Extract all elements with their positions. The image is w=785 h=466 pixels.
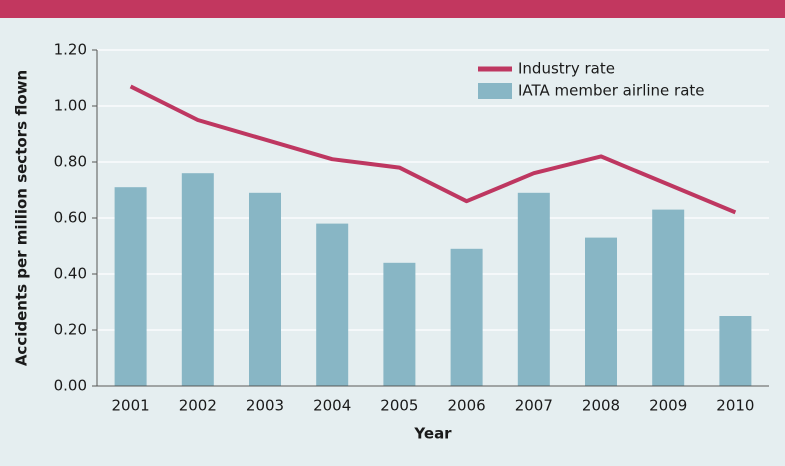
bar xyxy=(719,316,752,386)
line xyxy=(129,84,737,215)
bar xyxy=(652,209,685,386)
y-axis-label: Accidents per million sectors flown xyxy=(13,70,31,366)
y-tick-label: 1.00 xyxy=(54,97,87,115)
y-tick-label: 0.20 xyxy=(54,321,87,339)
x-tick-label: 2001 xyxy=(112,397,150,415)
legend-swatch xyxy=(478,83,512,99)
x-tick-label: 2002 xyxy=(179,397,217,415)
y-tick-label: 0.80 xyxy=(54,153,87,171)
bar xyxy=(383,262,416,386)
legend-label: Industry rate xyxy=(518,60,615,78)
y-tick-label: 0.00 xyxy=(54,377,87,395)
bar xyxy=(181,173,214,386)
plot-area: 0.00 0.20 0.40 0.60 0.80 1.00 1.20 2001 2002 2003… xyxy=(54,41,769,415)
bar xyxy=(517,192,550,386)
x-tick-label: 2010 xyxy=(716,397,754,415)
x-tick-label: 2004 xyxy=(313,397,351,415)
x-tick-label: 2005 xyxy=(380,397,418,415)
y-tick-label: 0.60 xyxy=(54,209,87,227)
bar xyxy=(249,192,281,386)
x-tick-label: 2009 xyxy=(649,397,687,415)
bar xyxy=(316,223,349,386)
bar xyxy=(585,237,617,386)
x-tick-label: 2003 xyxy=(246,397,284,415)
x-tick-label: 2006 xyxy=(448,397,486,415)
y-tick-label: 0.40 xyxy=(54,265,87,283)
bar xyxy=(450,248,483,386)
x-axis-label: Year xyxy=(413,425,452,443)
header-band xyxy=(0,0,785,18)
y-tick-label: 1.20 xyxy=(54,41,87,59)
bar xyxy=(114,187,147,386)
x-tick-label: 2007 xyxy=(515,397,553,415)
x-tick-label: 2008 xyxy=(582,397,620,415)
legend-label: IATA member airline rate xyxy=(518,82,705,100)
